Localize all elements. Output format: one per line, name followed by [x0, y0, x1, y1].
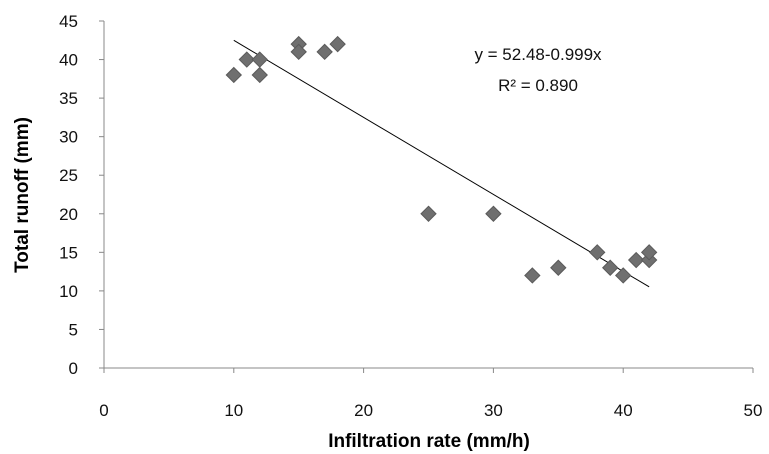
data-point: [238, 51, 255, 68]
data-point: [316, 43, 333, 61]
y-tick-label: 35: [59, 89, 78, 108]
data-point: [225, 66, 243, 84]
x-axis-title: Infiltration rate (mm/h): [328, 431, 530, 452]
data-point: [614, 267, 632, 284]
y-tick-label: 15: [59, 243, 78, 262]
data-point: [589, 244, 606, 261]
data-point: [550, 259, 567, 276]
y-tick-label: 0: [69, 359, 78, 378]
trendline: [233, 39, 650, 288]
y-tick-label: 25: [59, 166, 78, 185]
y-tick-label: 10: [59, 282, 78, 301]
data-point: [602, 259, 619, 276]
trendline-equation-label: y = 52.48-0.999x: [474, 45, 602, 64]
x-tick-label: 40: [614, 401, 633, 420]
data-point: [627, 251, 645, 269]
y-tick-label: 20: [59, 205, 78, 224]
x-tick-label: 50: [744, 401, 763, 420]
data-point: [524, 267, 541, 284]
y-tick-label: 5: [69, 320, 78, 339]
x-tick-label: 30: [484, 401, 503, 420]
y-tick-label: 30: [59, 128, 78, 147]
data-point: [251, 66, 268, 84]
data-point: [290, 43, 307, 61]
data-point: [251, 51, 268, 68]
y-axis-title: Total runoff (mm): [12, 117, 33, 273]
trendline-r2-label: R² = 0.890: [498, 76, 578, 95]
data-points: [225, 35, 658, 284]
data-point: [329, 35, 346, 53]
x-tick-label: 20: [354, 401, 373, 420]
x-tick-label: 0: [99, 401, 108, 420]
y-axis-ticks: 0 5 10 15 20 25 30 35 40 45: [59, 12, 104, 378]
x-axis-ticks: 0 10 20 30 40 50: [99, 368, 762, 420]
x-tick-label: 10: [224, 401, 243, 420]
y-tick-label: 45: [59, 12, 78, 31]
data-point: [640, 244, 658, 261]
data-point: [420, 205, 437, 222]
data-point: [485, 205, 502, 222]
y-tick-label: 40: [59, 51, 78, 70]
